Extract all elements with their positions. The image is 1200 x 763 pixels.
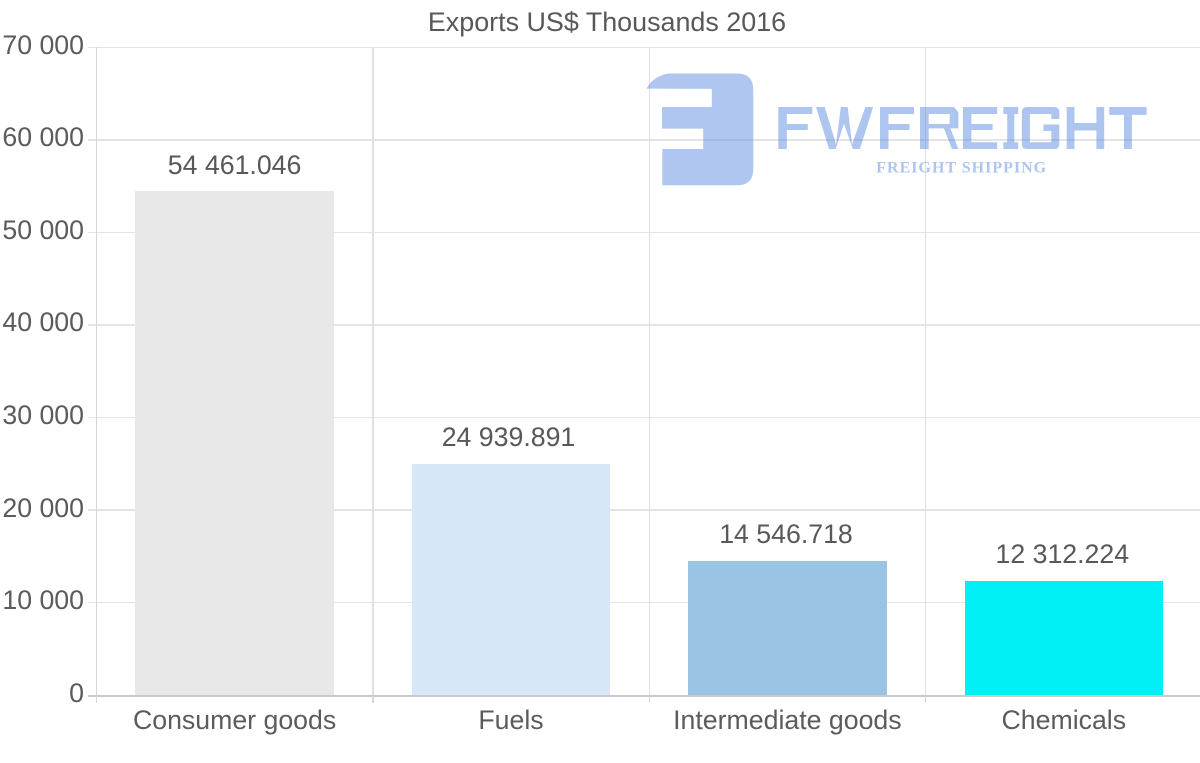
- svg-text:FREIGHT SHIPPING: FREIGHT SHIPPING: [876, 159, 1047, 176]
